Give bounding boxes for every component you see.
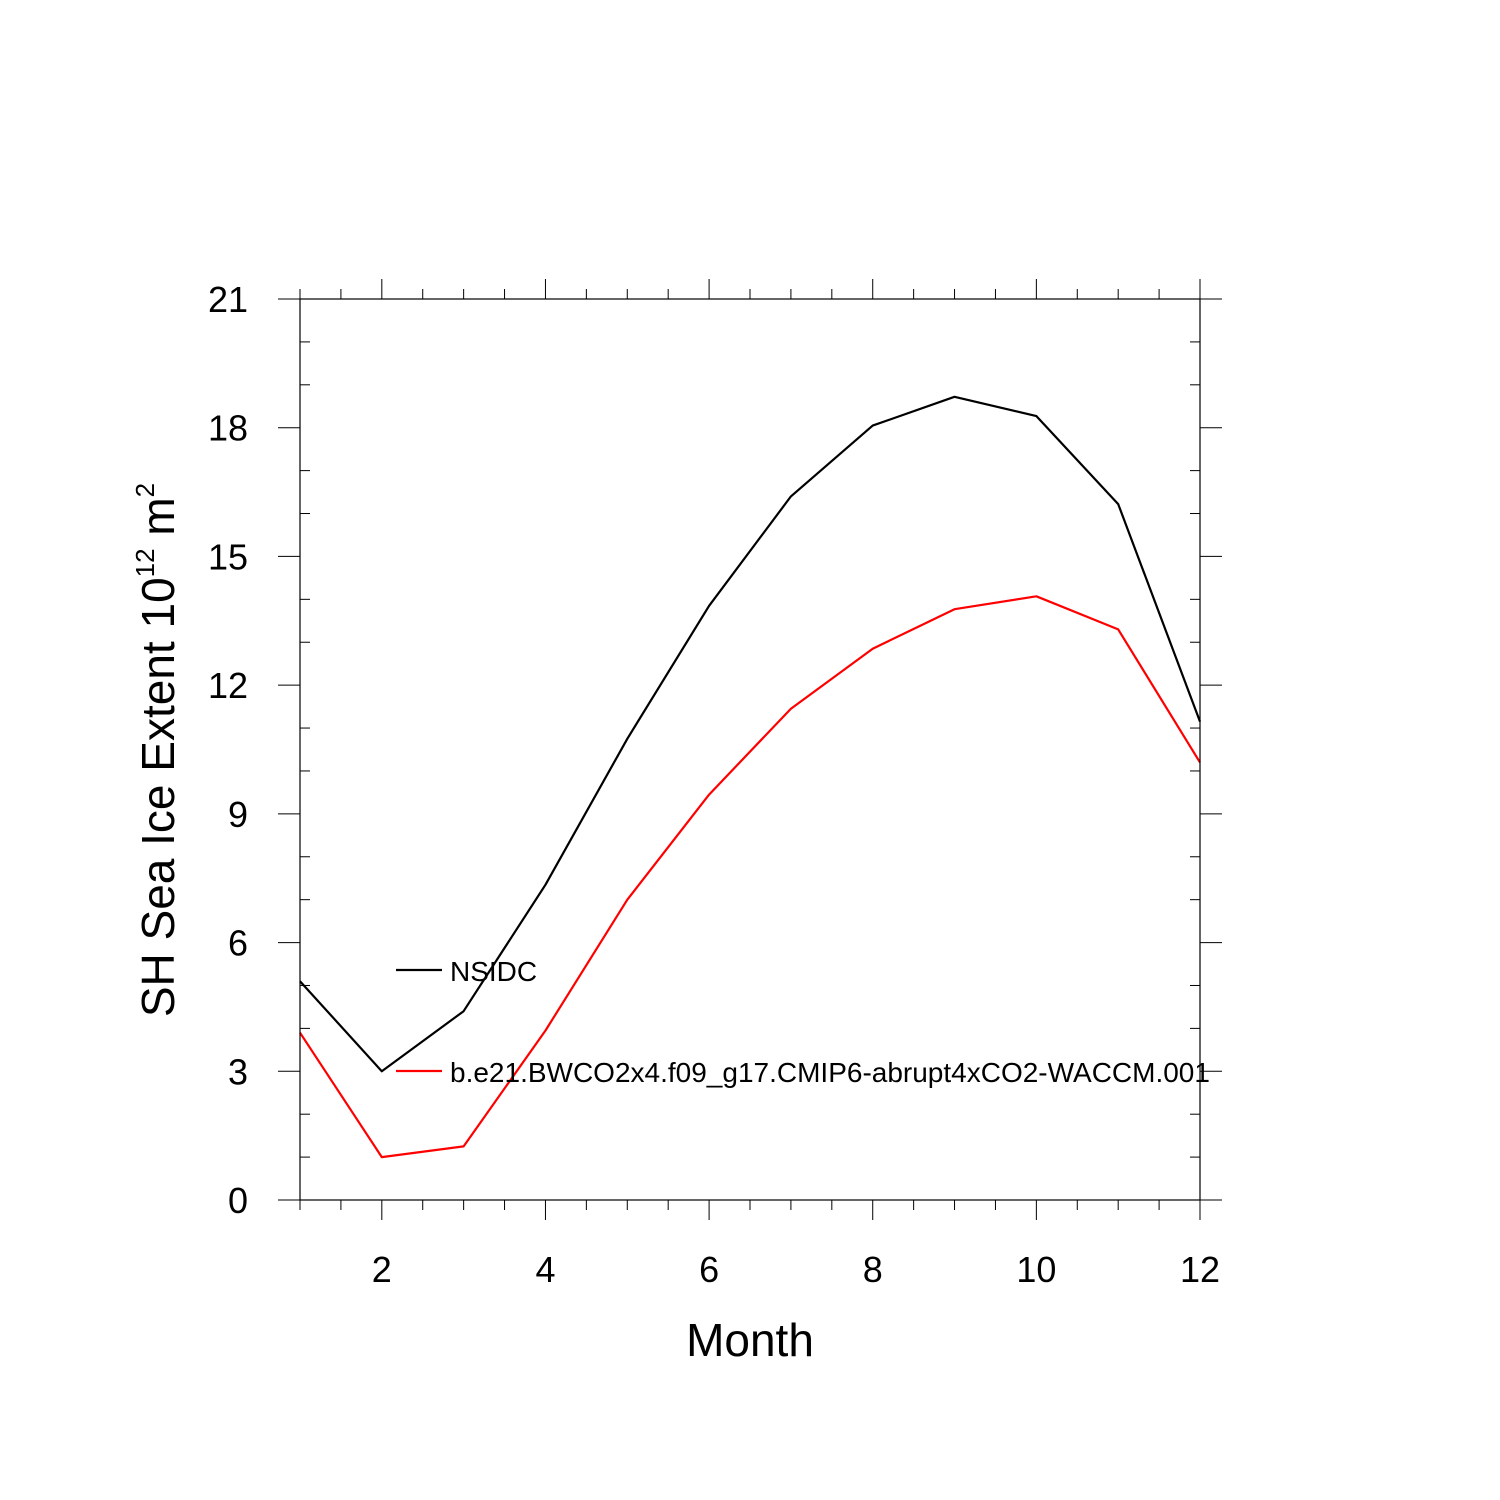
y-axis-label-base: SH Sea Ice Extent 10 bbox=[132, 577, 184, 1017]
y-tick-label: 12 bbox=[208, 665, 248, 706]
series-line-0 bbox=[299, 395, 1202, 1073]
x-tick-label: 10 bbox=[1016, 1249, 1056, 1290]
legend: NSIDC b.e21.BWCO2x4.f09_g17.CMIP6-abrupt4… bbox=[396, 956, 1210, 1088]
y-tick-label: 15 bbox=[208, 536, 248, 577]
legend-label-1: b.e21.BWCO2x4.f09_g17.CMIP6-abrupt4xCO2-… bbox=[450, 1057, 1210, 1088]
y-axis-label-exp2: 2 bbox=[130, 483, 160, 497]
tick-labels: 2 4 6 8 10 12 0 3 6 9 12 15 18 21 bbox=[208, 279, 1220, 1290]
y-axis-label-unit: m bbox=[132, 497, 184, 548]
y-tick-label: 0 bbox=[228, 1180, 248, 1221]
legend-label-0: NSIDC bbox=[450, 956, 537, 987]
plot-frame bbox=[299, 298, 1201, 1201]
x-tick-label: 4 bbox=[535, 1249, 555, 1290]
y-tick-label: 21 bbox=[208, 279, 248, 320]
series-layer bbox=[299, 395, 1202, 1159]
x-tick-label: 6 bbox=[699, 1249, 719, 1290]
y-tick-label: 6 bbox=[228, 923, 248, 964]
y-axis-label: SH Sea Ice Extent 1012 m2 bbox=[130, 483, 184, 1017]
y-tick-label: 18 bbox=[208, 408, 248, 449]
axis-ticks bbox=[278, 279, 1222, 1220]
x-tick-label: 12 bbox=[1180, 1249, 1220, 1290]
y-tick-label: 3 bbox=[228, 1051, 248, 1092]
x-axis-label: Month bbox=[686, 1314, 814, 1366]
y-tick-label: 9 bbox=[228, 794, 248, 835]
x-tick-label: 8 bbox=[863, 1249, 883, 1290]
y-axis-label-exp1: 12 bbox=[130, 548, 160, 577]
x-tick-label: 2 bbox=[372, 1249, 392, 1290]
series-line-1 bbox=[299, 595, 1201, 1159]
